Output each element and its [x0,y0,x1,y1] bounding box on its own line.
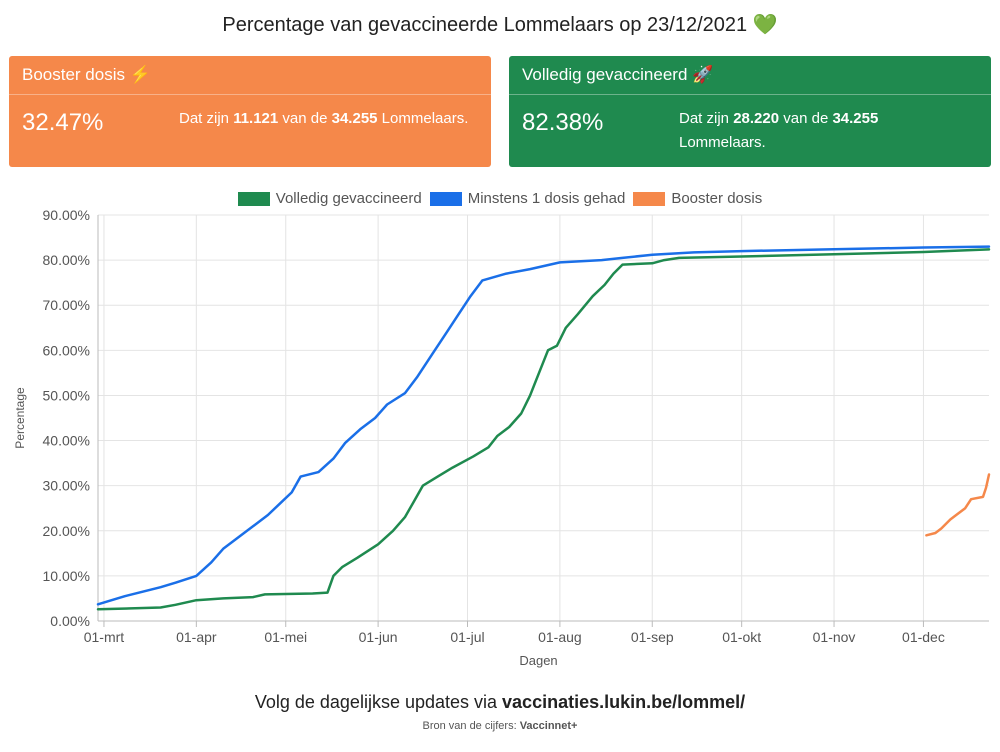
full-total: 34.255 [832,110,879,127]
legend-label-first-dose: Minstens 1 dosis gehad [467,190,626,207]
legend-item-full[interactable]: Volledig gevaccineerd [237,190,422,207]
legend-label-full: Volledig gevaccineerd [275,190,422,207]
x-tick-label: 01-aug [538,629,582,645]
x-tick-label: 01-sep [631,629,674,645]
legend-swatch-first-dose [429,191,462,206]
y-tick-label: 50.00% [43,387,90,403]
y-tick-label: 70.00% [43,297,90,313]
booster-card-title: Booster dosis ⚡ [9,56,491,95]
x-tick-label: 01-dec [902,629,945,645]
x-tick-label: 01-apr [176,629,217,645]
full-count: 28.220 [733,110,780,127]
full-vaccinated-card: Volledig gevaccineerd 🚀 82.38% Dat zijn … [509,56,991,167]
booster-card: Booster dosis ⚡ 32.47% Dat zijn 11.121 v… [9,56,491,167]
series-line-booster [925,473,991,537]
series-line-first-dose [96,245,991,606]
legend-item-booster[interactable]: Booster dosis [633,190,762,207]
y-tick-label: 30.00% [43,478,90,494]
source-name: Vaccinnet+ [519,720,578,732]
full-description: Dat zijn 28.220 van de 34.255 Lommelaars… [679,110,879,151]
legend-swatch-booster [633,191,666,206]
full-card-title: Volledig gevaccineerd 🚀 [509,56,991,95]
booster-description: Dat zijn 11.121 van de 34.255 Lommelaars… [179,110,469,127]
y-axis-title: Percentage [13,387,27,449]
y-tick-label: 20.00% [43,523,90,539]
x-tick-label: 01-mrt [84,629,125,645]
vaccination-chart: 0.00% 10.00% 20.00% 30.00% 40.00% 50.00% 60.00… [13,207,991,668]
legend-swatch-full [237,191,270,206]
y-tick-label: 0.00% [50,613,90,629]
booster-total: 34.255 [331,110,378,127]
x-tick-label: 01-okt [722,629,761,645]
chart-legend: Volledig gevaccineerd Minstens 1 dosis g… [0,190,1000,207]
footer-text: Volg de dagelijkse updates via vaccinati… [254,692,746,712]
y-tick-label: 60.00% [43,342,90,358]
page-title: Percentage van gevaccineerde Lommelaars … [222,14,778,36]
y-tick-label: 40.00% [43,433,90,449]
y-tick-label: 80.00% [43,252,90,268]
booster-count: 11.121 [233,110,279,127]
x-tick-label: 01-mei [264,629,307,645]
legend-item-first-dose[interactable]: Minstens 1 dosis gehad [429,190,626,207]
legend-label-booster: Booster dosis [671,190,763,207]
x-tick-label: 01-jul [450,629,484,645]
source-text: Bron van de cijfers: Vaccinnet+ [422,720,578,732]
x-axis-title: Dagen [519,653,557,668]
booster-percentage: 32.47% [22,109,104,136]
x-tick-label: 01-jun [359,629,398,645]
y-tick-label: 10.00% [43,568,90,584]
y-tick-label: 90.00% [43,207,90,223]
footer-link[interactable]: vaccinaties.lukin.be/lommel/ [502,692,746,712]
series-line-full-vaccinated [96,248,991,611]
x-tick-label: 01-nov [813,629,856,645]
full-percentage: 82.38% [522,109,604,136]
